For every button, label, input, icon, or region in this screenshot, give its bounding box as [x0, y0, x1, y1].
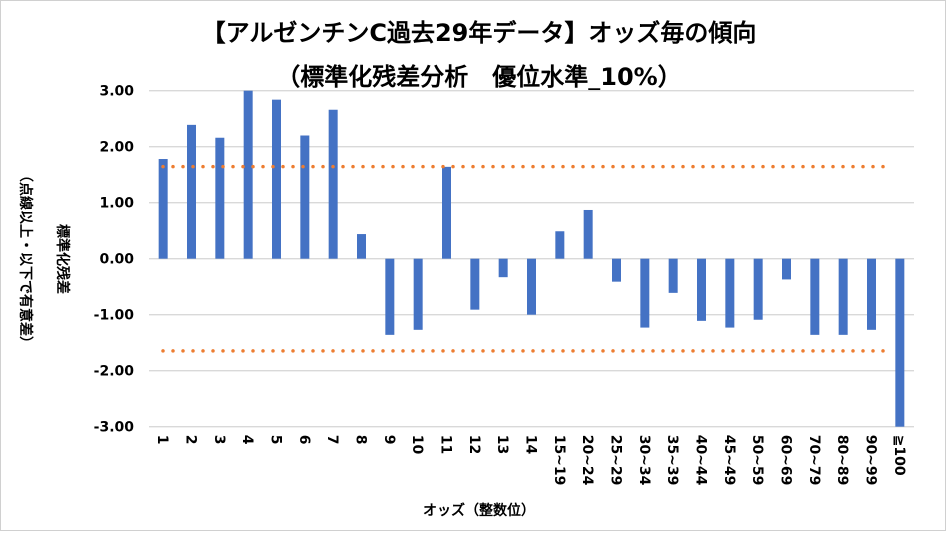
x-tick-label: 80~89 [834, 435, 850, 486]
bar [243, 90, 253, 259]
x-tick-label: 13 [494, 435, 510, 454]
chart-title-line2: （標準化残差分析 優位水準_10%） [276, 63, 681, 91]
bar [697, 258, 706, 321]
y-axis-note: （点線以上・以下で有意差） [17, 168, 34, 350]
x-tick-label: 60~69 [778, 435, 794, 486]
bar [300, 135, 310, 259]
y-tick-label: -1.00 [94, 308, 135, 324]
bar [725, 258, 735, 328]
x-tick-label: 9 [381, 435, 397, 445]
y-axis-title: 標準化残差 [54, 224, 71, 294]
x-tick-label: 50~59 [749, 435, 765, 486]
x-tick-label: 45~49 [721, 435, 737, 486]
y-tick-label: -2.00 [94, 364, 135, 380]
x-tick-label: 25~29 [608, 435, 624, 486]
y-tick-label: -3.00 [94, 420, 135, 436]
bar [385, 258, 395, 335]
bar [555, 231, 565, 259]
bar [895, 258, 905, 427]
bar [782, 258, 791, 280]
x-tick-label: 3 [211, 435, 227, 445]
x-tick-label: 4 [239, 435, 255, 445]
bar [612, 258, 621, 282]
chart-title-line1: 【アルゼンチンC過去29年データ】オッズ毎の傾向 [202, 19, 757, 47]
x-tick-label: 14 [523, 435, 539, 455]
bar [413, 258, 423, 330]
bar [357, 234, 366, 259]
bar [810, 258, 820, 335]
x-tick-label: 40~44 [693, 435, 709, 486]
bar [668, 258, 678, 293]
bar [753, 258, 763, 320]
x-tick-label: 5 [268, 435, 284, 445]
x-tick-label: 7 [324, 435, 340, 445]
x-tick-label: 2 [183, 435, 199, 445]
bar [583, 209, 593, 259]
bar [470, 258, 480, 310]
y-tick-label: 0.00 [99, 252, 134, 268]
x-tick-label: ≧100 [891, 435, 907, 476]
bar [838, 258, 848, 335]
x-tick-label: 10 [409, 435, 425, 455]
bar [158, 159, 168, 259]
bar [527, 258, 536, 315]
x-tick-label: 8 [353, 435, 369, 445]
bar [442, 166, 451, 259]
y-tick-label: 2.00 [99, 140, 134, 156]
bar [187, 124, 196, 259]
x-tick-label: 12 [466, 435, 482, 454]
bar [272, 99, 281, 259]
x-tick-label: 90~99 [863, 435, 879, 486]
x-tick-label: 30~34 [636, 435, 652, 486]
bar [640, 258, 650, 328]
x-tick-label: 1 [154, 435, 170, 445]
x-tick-label: 20~24 [579, 435, 595, 486]
x-tick-label: 35~39 [664, 435, 680, 486]
x-tick-label: 70~79 [806, 435, 822, 486]
bar [328, 109, 338, 259]
bar [867, 258, 876, 330]
x-tick-label: 6 [296, 435, 312, 445]
y-tick-label: 3.00 [99, 84, 134, 100]
bar [215, 137, 225, 259]
x-axis-title: オッズ（整数位） [423, 502, 535, 519]
bar [498, 258, 508, 278]
x-tick-label: 15~19 [551, 435, 567, 486]
x-tick-label: 11 [438, 435, 454, 454]
y-tick-label: 1.00 [99, 196, 134, 212]
